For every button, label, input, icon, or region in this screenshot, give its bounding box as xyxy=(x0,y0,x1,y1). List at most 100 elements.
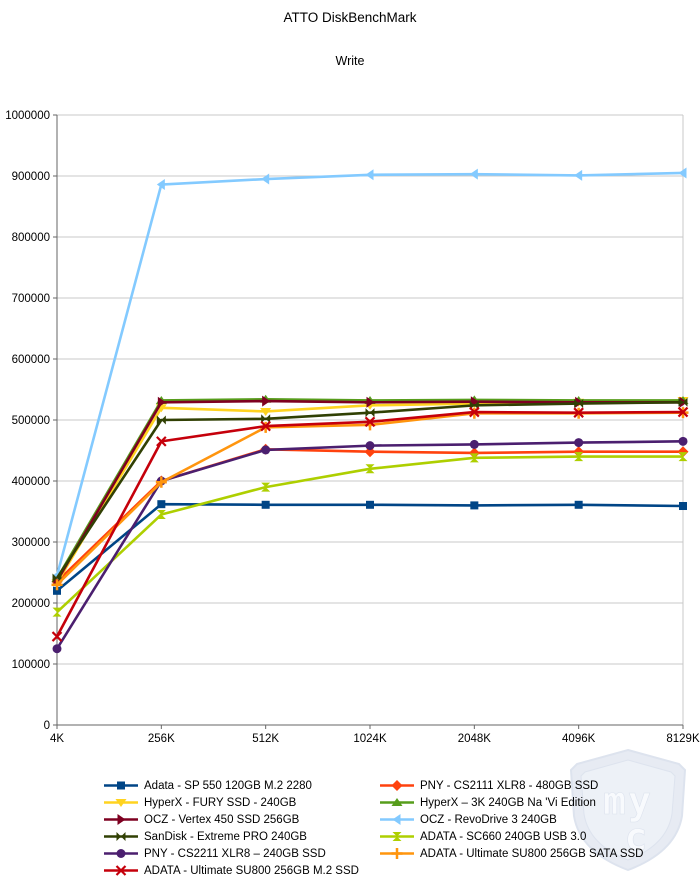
y-tick-label: 500000 xyxy=(12,415,50,427)
legend-item: PNY - CS2111 XLR8 - 480GB SSD xyxy=(380,777,690,794)
y-tick-label: 1000000 xyxy=(5,110,50,122)
legend-marker-icon xyxy=(380,848,414,859)
series-5 xyxy=(52,167,687,582)
y-tick-label: 400000 xyxy=(12,476,50,488)
legend-label: HyperX – 3K 240GB Na 'Vi Edition xyxy=(420,796,596,809)
y-tick-label: 600000 xyxy=(12,354,50,366)
data-point-marker xyxy=(156,179,165,191)
legend-item: Adata - SP 550 120GB M.2 2280 xyxy=(104,777,380,794)
x-tick-label: 4K xyxy=(50,733,64,745)
series-line xyxy=(56,502,684,592)
myc-shield-watermark-icon: myc xyxy=(569,748,687,872)
data-point-marker xyxy=(391,848,403,859)
data-point-marker xyxy=(574,399,584,409)
y-tick-label: 200000 xyxy=(12,598,50,610)
y-tick-label: 900000 xyxy=(12,171,50,183)
watermark-letters-bottom: c xyxy=(625,815,648,859)
series-0 xyxy=(53,500,687,595)
data-point-marker xyxy=(260,407,272,416)
x-tick-label: 2048K xyxy=(458,733,492,745)
data-point-marker xyxy=(157,500,166,509)
legend-label: OCZ - Vertex 450 SSD 256GB xyxy=(144,813,300,826)
data-point-marker xyxy=(115,799,127,807)
data-point-marker xyxy=(261,500,270,509)
legend-label: PNY - CS2211 XLR8 – 240GB SSD xyxy=(144,847,326,860)
y-tick-label: 0 xyxy=(44,720,50,732)
data-point-marker xyxy=(116,832,126,841)
legend-marker-icon xyxy=(380,780,414,791)
data-point-marker xyxy=(115,865,127,876)
legend-marker-icon xyxy=(104,832,138,841)
legend-item: PNY - CS2211 XLR8 – 240GB SSD xyxy=(104,845,380,862)
legend-label: PNY - CS2111 XLR8 - 480GB SSD xyxy=(420,779,599,792)
legend-label: HyperX - FURY SSD - 240GB xyxy=(144,796,297,809)
data-point-marker xyxy=(679,502,687,511)
data-point-marker xyxy=(157,396,166,408)
x-tick-label: 512K xyxy=(252,733,279,745)
legend-item: SanDisk - Extreme PRO 240GB xyxy=(104,828,380,845)
series-line xyxy=(55,171,684,576)
data-point-marker xyxy=(678,167,687,179)
y-axis: 0 100000 200000 300000 400000 500000 600000 700… xyxy=(5,110,58,732)
legend-empty-cell xyxy=(380,862,690,879)
chart-title: ATTO DiskBenchMark xyxy=(283,10,417,25)
data-point-marker xyxy=(391,780,403,791)
data-point-marker xyxy=(117,781,125,790)
legend-item: HyperX – 3K 240GB Na 'Vi Edition xyxy=(380,794,690,811)
data-point-marker xyxy=(574,169,583,181)
x-tick-label: 256K xyxy=(148,733,175,745)
data-point-marker xyxy=(678,397,688,407)
y-tick-label: 800000 xyxy=(12,232,50,244)
legend-label: ADATA - SC660 240GB USB 3.0 xyxy=(420,830,587,843)
data-point-marker xyxy=(155,476,167,488)
series-7 xyxy=(52,452,688,617)
data-point-marker xyxy=(117,814,126,825)
data-point-marker xyxy=(53,586,61,595)
legend-marker-icon xyxy=(104,814,138,825)
chart-plot-area: 0 100000 200000 300000 400000 500000 600000 700… xyxy=(5,110,700,745)
legend-marker-icon xyxy=(104,781,138,790)
data-point-marker xyxy=(261,445,271,455)
legend-item: HyperX - FURY SSD - 240GB xyxy=(104,794,380,811)
data-point-marker xyxy=(261,173,270,185)
legend-label: ADATA - Ultimate SU800 256GB M.2 SSD xyxy=(144,864,359,877)
legend-label: ADATA - Ultimate SU800 256GB SATA SSD xyxy=(420,847,644,860)
data-point-marker xyxy=(470,501,479,510)
data-point-marker xyxy=(469,453,479,463)
legend-item: ADATA - SC660 240GB USB 3.0 xyxy=(380,828,690,845)
y-tick-label: 300000 xyxy=(12,537,50,549)
data-point-marker xyxy=(391,798,403,806)
watermark: my c xyxy=(558,746,698,879)
data-point-marker xyxy=(261,414,271,424)
data-point-marker xyxy=(574,452,584,462)
data-point-marker xyxy=(365,464,375,474)
legend-marker-icon xyxy=(380,814,414,825)
data-point-marker xyxy=(366,500,374,509)
y-tick-label: 100000 xyxy=(12,659,50,671)
data-point-marker xyxy=(678,452,688,462)
data-point-marker xyxy=(262,395,271,407)
legend-item: ADATA - Ultimate SU800 256GB SATA SSD xyxy=(380,845,690,862)
data-point-marker xyxy=(573,446,585,458)
shield-inner xyxy=(580,759,676,861)
data-point-marker xyxy=(364,416,376,428)
data-point-marker xyxy=(677,406,689,418)
data-point-marker xyxy=(365,408,375,418)
series-line xyxy=(56,455,683,614)
legend-marker-icon xyxy=(380,798,414,806)
data-point-marker xyxy=(260,420,271,432)
data-point-marker xyxy=(51,631,63,642)
data-point-marker xyxy=(677,446,689,458)
data-point-marker xyxy=(469,400,479,410)
x-tick-label: 1024K xyxy=(353,733,387,745)
data-point-marker xyxy=(574,500,583,509)
data-point-marker xyxy=(468,447,480,459)
x-tick-label: 4096K xyxy=(562,733,596,745)
legend-item: ADATA - Ultimate SU800 256GB M.2 SSD xyxy=(104,862,380,879)
data-point-marker xyxy=(469,168,478,180)
data-point-marker xyxy=(365,169,374,181)
legend-marker-icon xyxy=(104,799,138,807)
chart-legend: Adata - SP 550 120GB M.2 2280 PNY - CS211… xyxy=(104,777,690,879)
data-point-marker xyxy=(392,832,402,841)
x-tick-label: 8129K xyxy=(666,733,700,745)
